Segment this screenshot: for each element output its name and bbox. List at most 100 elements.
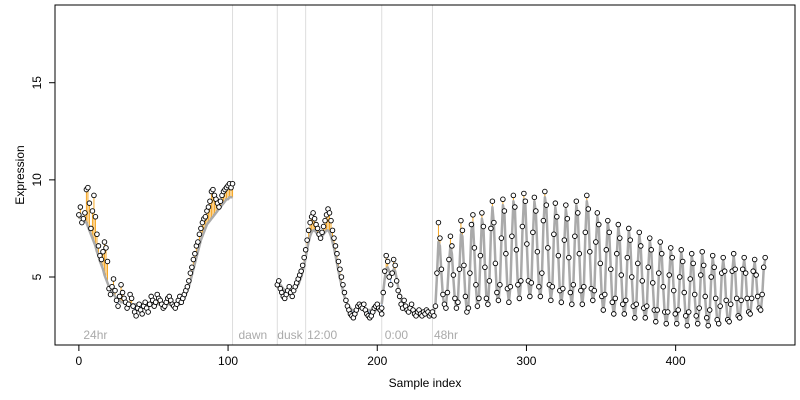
- data-point: [488, 225, 494, 232]
- data-point: [750, 268, 756, 274]
- data-point: [298, 268, 304, 274]
- x-tick-label: 100: [218, 354, 238, 368]
- observed-points: [76, 180, 768, 329]
- fitted-curve: [77, 196, 767, 329]
- data-point: [676, 274, 683, 280]
- data-point: [672, 311, 678, 317]
- data-point: [485, 301, 491, 307]
- data-point: [459, 227, 466, 234]
- data-point: [480, 223, 487, 230]
- data-point: [395, 287, 401, 294]
- data-point: [512, 204, 518, 210]
- y-tick-label: 10: [30, 173, 44, 187]
- region-label: dusk: [277, 328, 303, 342]
- data-point: [307, 219, 313, 226]
- data-point: [691, 291, 698, 298]
- data-point: [503, 250, 509, 257]
- data-point: [115, 303, 121, 309]
- data-point: [587, 248, 593, 255]
- data-point: [196, 231, 203, 238]
- data-point: [498, 235, 505, 241]
- data-point: [759, 291, 765, 298]
- data-point: [431, 313, 437, 319]
- data-point: [94, 231, 100, 238]
- data-point: [103, 245, 109, 251]
- region-labels: 24hr dawn dusk 12:00 0:00 48hr: [83, 328, 458, 342]
- data-point: [443, 305, 449, 311]
- data-point: [320, 223, 327, 230]
- data-point: [687, 276, 693, 282]
- data-point: [594, 210, 601, 216]
- data-point: [310, 210, 316, 216]
- data-point: [486, 278, 493, 284]
- data-point: [708, 274, 714, 280]
- data-point: [473, 282, 479, 288]
- data-point: [684, 322, 690, 329]
- x-tick-label: 300: [516, 354, 536, 368]
- data-point: [647, 235, 653, 241]
- data-point: [128, 295, 135, 302]
- data-point: [603, 247, 610, 253]
- data-point: [711, 264, 717, 271]
- data-point: [202, 214, 209, 220]
- data-point: [638, 243, 644, 249]
- data-point: [86, 200, 93, 206]
- data-point: [636, 229, 643, 236]
- data-point: [195, 239, 201, 245]
- data-point: [452, 295, 458, 302]
- data-point: [380, 289, 386, 296]
- data-point: [635, 260, 641, 267]
- data-point: [361, 301, 367, 307]
- data-point: [596, 221, 602, 228]
- data-point: [670, 287, 677, 294]
- data-point: [585, 206, 592, 212]
- data-point: [694, 320, 701, 327]
- data-point: [210, 186, 216, 193]
- region-separators: [232, 5, 433, 345]
- data-point: [434, 270, 440, 276]
- data-point: [540, 217, 547, 224]
- data-point: [712, 295, 719, 302]
- data-point: [340, 282, 346, 288]
- data-point: [663, 320, 669, 327]
- data-point: [444, 289, 451, 296]
- data-point: [187, 270, 194, 276]
- data-point: [626, 225, 632, 232]
- data-point: [748, 295, 755, 302]
- region-label: 48hr: [434, 328, 458, 342]
- data-point: [611, 311, 617, 317]
- data-point: [229, 180, 236, 187]
- data-point: [112, 287, 118, 294]
- data-point: [549, 283, 556, 290]
- data-point: [581, 283, 587, 290]
- data-point: [709, 252, 716, 259]
- data-point: [762, 254, 768, 261]
- data-point: [118, 282, 124, 288]
- data-point: [560, 285, 566, 292]
- data-point: [760, 264, 767, 271]
- data-point: [495, 297, 502, 304]
- data-point: [673, 320, 680, 327]
- data-point: [80, 215, 87, 222]
- data-point: [566, 254, 572, 261]
- data-point: [95, 243, 102, 249]
- data-point: [552, 200, 559, 206]
- data-point: [739, 266, 746, 272]
- data-point: [699, 248, 705, 255]
- data-point: [468, 221, 475, 228]
- x-tick-label: 400: [666, 354, 686, 368]
- data-point: [458, 217, 464, 224]
- data-point: [207, 198, 213, 204]
- data-point: [537, 293, 544, 300]
- data-point: [192, 250, 198, 257]
- data-point: [447, 233, 454, 239]
- data-point: [648, 247, 655, 253]
- data-point: [659, 250, 665, 257]
- data-point: [555, 252, 562, 259]
- data-point: [432, 303, 439, 309]
- data-point: [497, 282, 503, 288]
- data-point: [720, 254, 726, 261]
- data-point: [483, 295, 490, 302]
- data-point: [612, 295, 619, 302]
- data-point: [152, 299, 159, 306]
